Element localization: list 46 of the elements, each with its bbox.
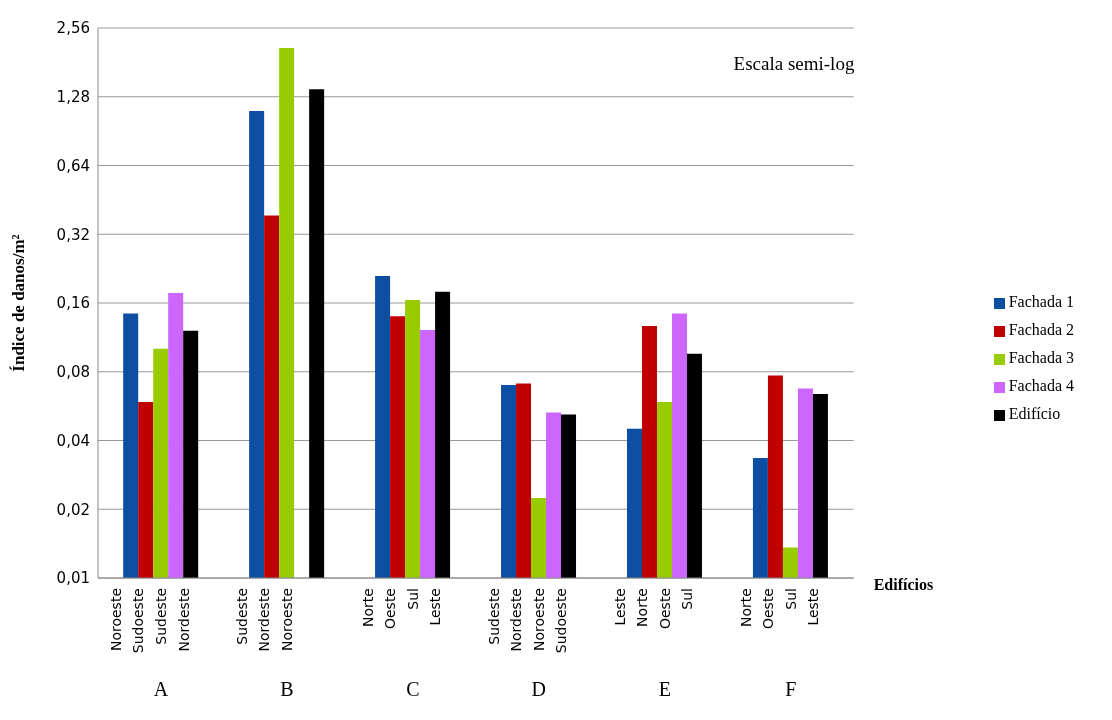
text: Oeste — [656, 588, 673, 630]
text: Sudoeste — [130, 588, 147, 654]
x-tick-label: E — [658, 678, 671, 700]
text: Norte — [359, 588, 376, 627]
x-tick-label: F — [785, 678, 797, 700]
text: Sul — [679, 588, 696, 610]
y-tick-label: 0,08 — [56, 363, 90, 382]
x-tick-label: D — [531, 678, 547, 700]
text: Leste — [611, 588, 628, 626]
y-tick-label: 0,64 — [56, 156, 90, 175]
text: Oeste — [760, 588, 777, 630]
text: Leste — [805, 588, 822, 626]
text: Sul — [782, 588, 799, 610]
text: Oeste — [382, 588, 399, 630]
legend-label: Fachada 4 — [1008, 377, 1074, 394]
y-tick-label: 1,28 — [56, 88, 90, 107]
y-tick-label: 0,32 — [56, 225, 90, 244]
text: Sudeste — [152, 588, 169, 645]
y-tick-label: 0,16 — [56, 294, 90, 313]
x-axis-title: Edifícios — [873, 576, 934, 593]
text: Sul — [404, 588, 421, 610]
text: Nordeste — [175, 588, 192, 652]
text: Noroeste — [107, 588, 124, 652]
text: Sudoeste — [553, 588, 570, 654]
text: Noroeste — [530, 588, 547, 652]
legend-label: Edifício — [1008, 405, 1061, 422]
legend-label: Fachada 3 — [1008, 349, 1074, 366]
text: Sudeste — [233, 588, 250, 645]
legend-label: Fachada 2 — [1008, 321, 1074, 338]
y-tick-label: 0,02 — [56, 500, 90, 519]
y-tick-label: 2,56 — [56, 19, 90, 38]
text: Nordeste — [256, 588, 273, 652]
x-tick-label: B — [280, 678, 294, 700]
x-tick-label: A — [153, 678, 169, 700]
text: Nordeste — [508, 588, 525, 652]
y-axis-title: Índice de danos/m² — [9, 234, 29, 372]
text: Noroeste — [278, 588, 295, 652]
text: Sudeste — [485, 588, 502, 645]
annotation: Escala semi-log — [732, 53, 856, 75]
y-tick-label: 0,04 — [56, 431, 90, 450]
text: Leste — [427, 588, 444, 626]
text: Norte — [737, 588, 754, 627]
text: Norte — [634, 588, 651, 627]
x-tick-label: C — [406, 678, 420, 700]
y-tick-label: 0,01 — [56, 569, 90, 588]
legend-label: Fachada 1 — [1008, 293, 1074, 310]
